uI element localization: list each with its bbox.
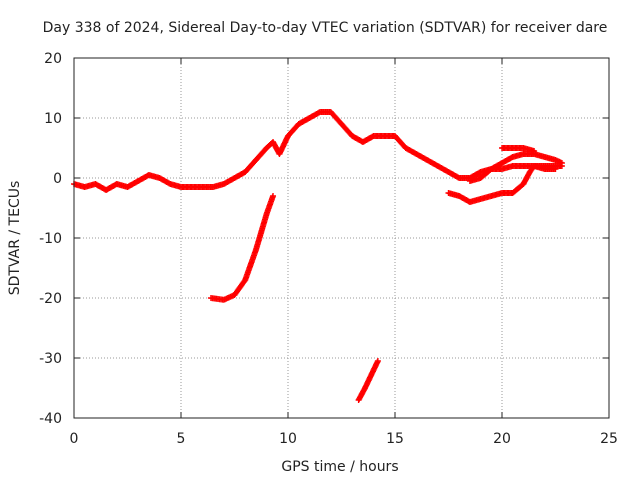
x-tick-label: 10 [279, 431, 297, 447]
chart-title: Day 338 of 2024, Sidereal Day-to-day VTE… [43, 20, 608, 36]
data-points [71, 109, 565, 403]
plot-frame [73, 57, 610, 419]
data-point [531, 148, 538, 154]
data-point [558, 160, 565, 166]
x-tick-label: 20 [493, 431, 511, 447]
y-tick-label: -20 [39, 291, 62, 307]
x-tick-label: 5 [177, 431, 186, 447]
x-axis-label: GPS time / hours [281, 459, 398, 475]
tick-labels: 0 5 10 15 20 25 -40 -30 -20 -10 0 10 20 [39, 51, 618, 447]
series-track-deep [355, 358, 381, 403]
y-tick-label: -40 [39, 411, 62, 427]
data-point [270, 193, 277, 199]
x-tick-label: 15 [386, 431, 404, 447]
series-track-top-right [499, 145, 538, 154]
series-track-main [71, 109, 565, 193]
y-tick-label: -30 [39, 351, 62, 367]
series-track-lower-tail [445, 163, 559, 205]
y-tick-label: 20 [44, 51, 62, 67]
y-tick-label: -10 [39, 231, 62, 247]
x-tick-label: 0 [70, 431, 79, 447]
data-point [374, 358, 381, 364]
y-tick-label: 10 [44, 111, 62, 127]
grid [73, 57, 610, 419]
series-track-secondary-rise [207, 193, 277, 303]
y-axis-label: SDTVAR / TECUs [7, 181, 23, 296]
y-tick-label: 0 [53, 171, 62, 187]
x-tick-label: 25 [600, 431, 618, 447]
data-point [552, 166, 559, 172]
